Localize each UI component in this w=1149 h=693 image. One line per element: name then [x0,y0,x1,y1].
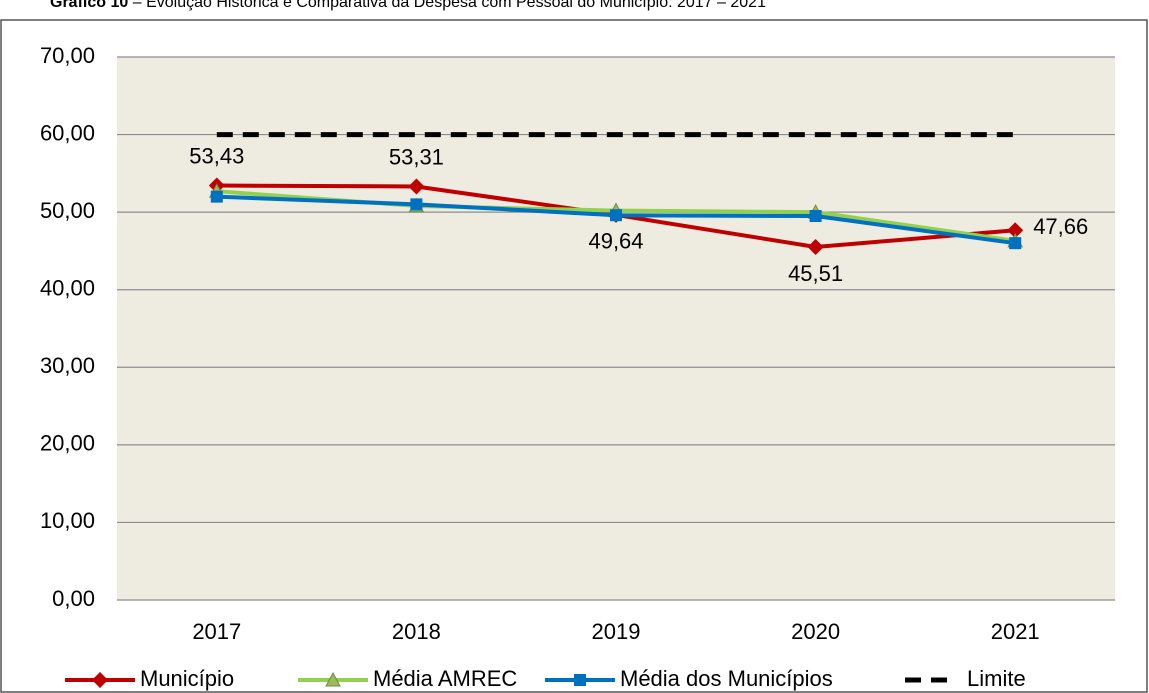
data-label: 47,66 [1033,214,1088,239]
title-label: Gráfico 10 [50,0,128,11]
x-tick-label: 2020 [791,619,840,644]
legend-label: Média AMREC [373,666,517,691]
data-label: 53,31 [389,144,444,169]
y-tick-label: 20,00 [40,431,95,456]
chart-title: Gráfico 10 – Evolução Histórica e Compar… [50,0,766,11]
marker [92,672,108,688]
y-tick-label: 40,00 [40,276,95,301]
data-label: 45,51 [788,261,843,286]
data-label: 53,43 [189,143,244,168]
y-tick-label: 30,00 [40,353,95,378]
legend-label: Município [140,666,234,691]
marker [807,238,824,255]
x-tick-label: 2021 [991,619,1040,644]
y-tick-label: 60,00 [40,120,95,145]
marker [574,674,586,686]
y-tick-label: 70,00 [40,43,95,68]
y-tick-label: 50,00 [40,198,95,223]
marker [1007,222,1024,239]
data-label: 49,64 [588,229,643,254]
plot-area [117,57,1115,600]
marker [809,210,822,223]
y-tick-label: 0,00 [52,586,95,611]
marker [1009,237,1022,250]
marker [610,209,622,222]
marker [325,671,341,687]
x-tick-label: 2017 [192,619,241,644]
y-tick-label: 10,00 [40,508,95,533]
title-text: – Evolução Histórica e Comparativa da De… [133,0,766,11]
marker [210,190,223,203]
legend-label: Média dos Municípios [620,666,833,691]
x-tick-label: 2018 [392,619,441,644]
legend-label: Limite [967,666,1026,691]
marker [408,178,425,195]
marker [410,198,423,211]
x-tick-label: 2019 [592,619,641,644]
